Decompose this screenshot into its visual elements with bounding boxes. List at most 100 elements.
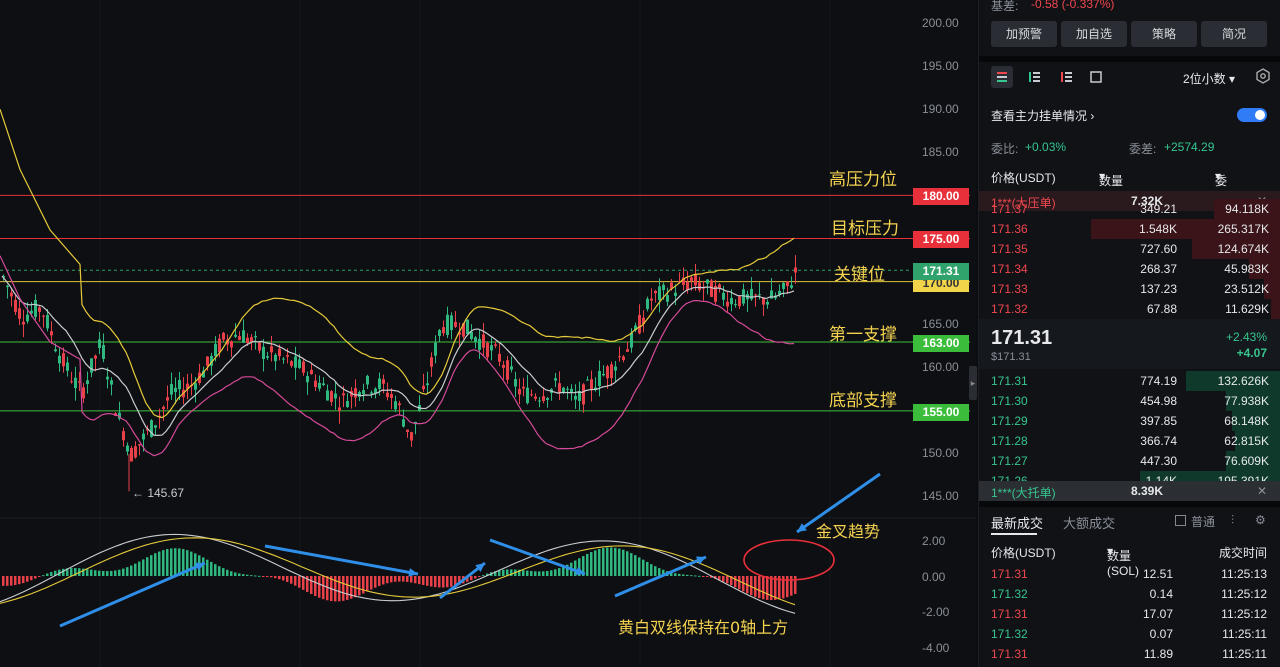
strategy-button[interactable]: 策略: [1131, 21, 1197, 47]
ask-qty: 727.60: [1140, 242, 1177, 256]
bid-amount: 62.815K: [1224, 434, 1269, 448]
big-ask-row[interactable]: 1***(大压单) 7.32K ✕: [979, 191, 1280, 211]
ask-price: 171.34: [991, 262, 1028, 276]
overview-button[interactable]: 简况: [1201, 21, 1267, 47]
tab-latest-trades[interactable]: 最新成交: [991, 516, 1044, 531]
ask-qty: 137.23: [1140, 282, 1177, 296]
normal-checkbox[interactable]: [1175, 515, 1186, 526]
ask-row[interactable]: 171.37 349.21 94.118K: [979, 199, 1280, 219]
caret-down-icon: ▾: [1229, 72, 1236, 86]
trade-row: 171.32 0.14 11:25:12: [979, 584, 1280, 604]
trade-time: 11:25:11: [1222, 647, 1267, 661]
trade-col-time: 成交时间: [1219, 546, 1268, 560]
trade-qty: 17.07: [1142, 607, 1173, 621]
bid-row[interactable]: 171.31 774.19 132.626K: [979, 371, 1280, 391]
ask-qty: 67.88: [1146, 302, 1177, 316]
level-badge-155: 155.00: [913, 404, 969, 421]
ask-amount: 124.674K: [1217, 242, 1269, 256]
bid-qty: 366.74: [1140, 434, 1177, 448]
ask-row[interactable]: 171.34 268.37 45.983K: [979, 259, 1280, 279]
wei-bi-value: +0.03%: [1025, 140, 1067, 154]
trade-qty: 0.14: [1149, 587, 1173, 601]
trade-row: 171.31 12.51 11:25:13: [979, 564, 1280, 584]
main-orders-link[interactable]: 查看主力挂单情况 ›: [991, 107, 1094, 124]
ask-qty: 268.37: [1140, 262, 1177, 276]
level-label-high-resistance: 高压力位: [829, 170, 897, 190]
tab-large-trades[interactable]: 大额成交: [1063, 516, 1116, 531]
book-col-amount[interactable]: 委托额 ▾: [1215, 169, 1227, 222]
trade-col-qty-label: 数量(SOL): [1107, 549, 1140, 578]
depth-bar: [1271, 299, 1280, 319]
depth-bar: [1232, 411, 1280, 431]
trade-time: 11:25:11: [1222, 627, 1267, 641]
decimals-dropdown[interactable]: 2位小数 ▾: [1183, 70, 1235, 87]
ask-row[interactable]: 171.36 1.548K 265.317K: [979, 219, 1280, 239]
ask-price: 171.32: [991, 302, 1028, 316]
view-both-icon[interactable]: [991, 66, 1013, 88]
trade-col-qty[interactable]: 数量(SOL) ▾: [1107, 544, 1140, 578]
view-bids-icon[interactable]: [1023, 66, 1045, 88]
ask-row[interactable]: 171.35 727.60 124.674K: [979, 239, 1280, 259]
depth-bar: [1264, 279, 1280, 299]
macd-tick-label: -2.00: [922, 605, 950, 619]
annotation-arrow: [264, 544, 419, 576]
ask-amount: 94.118K: [1225, 202, 1269, 216]
trade-price: 171.31: [991, 647, 1028, 661]
main-orders-toggle[interactable]: [1237, 108, 1267, 122]
big-bid-qty: 8.39K: [1131, 484, 1164, 498]
book-col-qty[interactable]: 数量 (SOL) ▾: [1099, 169, 1131, 203]
bid-row[interactable]: 171.29 397.85 68.148K: [979, 411, 1280, 431]
price-tick-label: 145.00: [922, 489, 959, 503]
trade-price: 171.31: [991, 607, 1028, 621]
bid-amount: 132.626K: [1217, 374, 1269, 388]
active-tab-underline: [991, 533, 1037, 535]
close-icon[interactable]: ✕: [1257, 484, 1268, 498]
ask-amount: 11.629K: [1225, 302, 1269, 316]
big-bid-row[interactable]: 1***(大托单) 8.39K ✕: [979, 481, 1280, 501]
trade-time: 11:25:13: [1221, 567, 1267, 581]
bid-price: 171.30: [991, 394, 1028, 408]
view-depth-icon[interactable]: [1085, 66, 1107, 88]
add-alert-button[interactable]: 加预警: [991, 21, 1057, 47]
filter-icon[interactable]: ⫶: [1231, 513, 1235, 527]
ask-amount: 45.983K: [1224, 262, 1269, 276]
basis-row: 基差: -0.58 (-0.337%): [979, 0, 1280, 14]
bid-qty: 397.85: [1140, 414, 1177, 428]
depth-bar: [1192, 239, 1280, 259]
ask-row[interactable]: 171.33 137.23 23.512K: [979, 279, 1280, 299]
low-price-marker: ← 145.67: [132, 486, 185, 500]
bid-row[interactable]: 171.30 454.98 77.938K: [979, 391, 1280, 411]
divider: [979, 56, 1280, 62]
settings-gear-icon[interactable]: ⚙: [1255, 513, 1266, 527]
mid-price-block: 171.31 $171.31 +2.43% +4.07: [979, 319, 1280, 369]
ask-price: 171.33: [991, 282, 1028, 296]
price-chart[interactable]: 200.00195.00190.00185.00180.00175.00170.…: [0, 0, 977, 667]
mid-change: +4.07: [1236, 346, 1267, 360]
annotation-arrow: [439, 561, 486, 600]
wei-cha-value: +2574.29: [1164, 140, 1215, 154]
current-price-badge: 171.31: [913, 263, 969, 280]
ask-row[interactable]: 171.32 67.88 11.629K: [979, 299, 1280, 319]
view-asks-icon[interactable]: [1055, 66, 1077, 88]
divider: [979, 501, 1280, 507]
ask-qty: 349.21: [1140, 202, 1177, 216]
ask-price: 171.35: [991, 242, 1028, 256]
normal-label: 普通: [1191, 515, 1216, 529]
candlestick-chart[interactable]: [0, 0, 976, 667]
book-header: 价格(USDT) 数量 (SOL) ▾ 委托额 ▾: [979, 166, 1280, 222]
bid-row[interactable]: 171.28 366.74 62.815K: [979, 431, 1280, 451]
collapse-panel-handle[interactable]: ▸: [969, 366, 977, 400]
trade-qty: 12.51: [1142, 567, 1173, 581]
level-badge-163: 163.00: [913, 335, 969, 352]
wei-bi-label: 委比:: [991, 142, 1019, 156]
big-bid-label: 1***(大托单): [991, 486, 1056, 500]
bid-row[interactable]: 171.27 447.30 76.609K: [979, 451, 1280, 471]
mid-change-pct: +2.43%: [1225, 330, 1267, 344]
bid-amount: 68.148K: [1224, 414, 1269, 428]
trade-col-price: 价格(USDT): [991, 546, 1056, 560]
wei-cha-label: 委差:: [1129, 142, 1157, 156]
bid-qty: 454.98: [1140, 394, 1177, 408]
settings-gear-icon[interactable]: [1255, 68, 1271, 84]
add-watchlist-button[interactable]: 加自选: [1061, 21, 1127, 47]
depth-bar: [1214, 199, 1280, 219]
